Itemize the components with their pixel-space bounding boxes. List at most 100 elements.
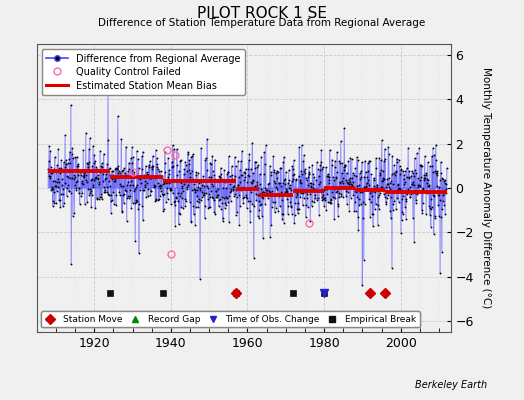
Point — [332, 188, 340, 195]
Point — [126, 193, 135, 199]
Point — [57, 191, 65, 197]
Point — [441, 211, 450, 218]
Point — [270, 178, 278, 184]
Point — [312, 187, 320, 194]
Point — [316, 179, 324, 185]
Point — [261, 200, 269, 207]
Point — [47, 186, 55, 193]
Point — [269, 169, 278, 176]
Point — [254, 162, 262, 168]
Point — [134, 174, 142, 181]
Point — [148, 163, 157, 169]
Point — [193, 186, 201, 193]
Point — [194, 170, 202, 176]
Point — [83, 179, 91, 186]
Point — [384, 180, 392, 187]
Point — [224, 198, 232, 205]
Point — [161, 149, 169, 156]
Point — [106, 171, 114, 178]
Point — [190, 186, 198, 193]
Point — [199, 177, 208, 184]
Point — [160, 180, 168, 186]
Point — [74, 190, 83, 196]
Point — [320, 194, 329, 201]
Point — [225, 219, 233, 225]
Point — [350, 172, 358, 178]
Point — [347, 156, 356, 162]
Point — [406, 194, 414, 200]
Point — [156, 193, 164, 199]
Point — [155, 183, 163, 189]
Point — [259, 188, 267, 195]
Point — [70, 176, 78, 182]
Point — [257, 189, 266, 196]
Point — [214, 191, 223, 198]
Point — [249, 178, 257, 184]
Point — [136, 173, 145, 180]
Point — [215, 174, 224, 181]
Point — [306, 191, 314, 197]
Point — [279, 158, 288, 165]
Point — [399, 168, 407, 175]
Point — [345, 177, 353, 183]
Point — [198, 189, 206, 196]
Point — [120, 165, 128, 172]
Point — [396, 167, 405, 174]
Point — [397, 166, 406, 172]
Point — [197, 179, 205, 186]
Point — [361, 158, 369, 164]
Point — [370, 183, 378, 190]
Text: PILOT ROCK 1 SE: PILOT ROCK 1 SE — [197, 6, 327, 21]
Point — [97, 163, 105, 169]
Point — [119, 167, 127, 173]
Point — [129, 154, 137, 160]
Point — [244, 197, 252, 204]
Point — [172, 195, 180, 202]
Point — [379, 191, 388, 197]
Point — [154, 166, 162, 172]
Point — [378, 184, 387, 190]
Point — [387, 171, 396, 178]
Point — [58, 168, 66, 174]
Point — [183, 184, 192, 191]
Point — [320, 202, 329, 209]
Point — [280, 176, 288, 183]
Point — [275, 193, 283, 199]
Point — [79, 181, 87, 188]
Point — [59, 186, 68, 192]
Point — [213, 192, 221, 198]
Point — [95, 179, 104, 186]
Point — [433, 183, 442, 189]
Point — [397, 216, 406, 223]
Point — [46, 148, 54, 154]
Point — [220, 167, 228, 174]
Point — [359, 257, 368, 264]
Point — [73, 154, 81, 160]
Point — [281, 189, 289, 196]
Point — [328, 189, 336, 195]
Point — [68, 151, 76, 157]
Point — [163, 196, 172, 202]
Point — [305, 164, 313, 170]
Point — [237, 172, 246, 178]
Point — [342, 192, 350, 199]
Point — [326, 199, 335, 206]
Point — [376, 190, 384, 196]
Point — [172, 146, 181, 152]
Point — [204, 204, 213, 211]
Point — [190, 211, 198, 217]
Point — [114, 168, 123, 175]
Point — [436, 159, 445, 165]
Point — [309, 181, 317, 187]
Point — [130, 172, 138, 178]
Point — [150, 184, 158, 190]
Point — [216, 196, 224, 202]
Point — [336, 160, 345, 166]
Point — [305, 180, 314, 186]
Point — [102, 168, 111, 175]
Point — [88, 175, 96, 182]
Point — [158, 190, 167, 197]
Point — [309, 171, 318, 177]
Point — [362, 169, 370, 176]
Point — [392, 156, 401, 162]
